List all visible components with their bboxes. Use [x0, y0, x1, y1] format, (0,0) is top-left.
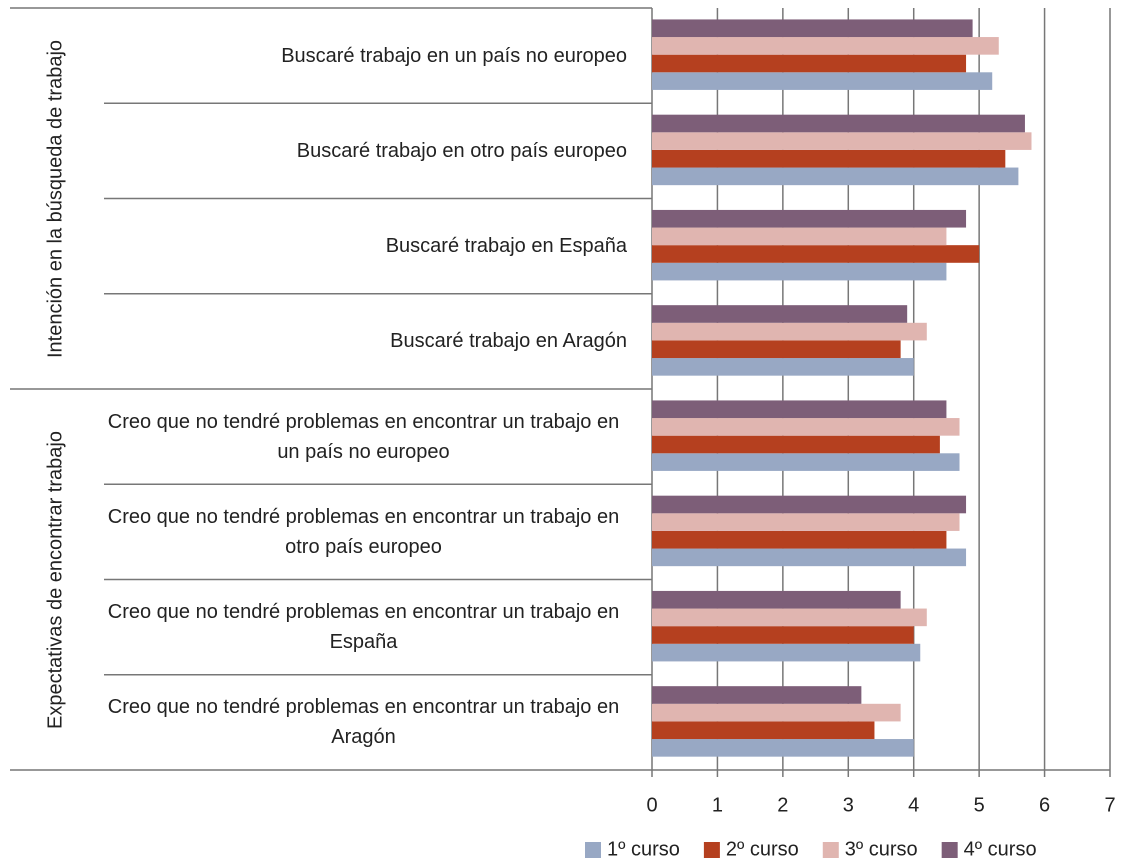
x-tick-label: 2: [777, 794, 788, 816]
bar: [652, 305, 908, 323]
y-tick-label-text: Creo que no tendré problemas en encontra…: [107, 601, 620, 654]
y-tick-label-text: Buscaré trabajo en un país no europeo: [281, 44, 627, 67]
bar: [652, 54, 967, 73]
bar: [652, 739, 914, 757]
bar: [652, 453, 960, 471]
legend-swatch: [703, 842, 720, 858]
y-tick-label: Buscaré trabajo en un país no europeo: [100, 8, 627, 103]
x-tick-label: 6: [1039, 794, 1050, 816]
bar: [652, 703, 901, 722]
bar: [652, 19, 973, 38]
bar: [652, 530, 947, 549]
bar: [652, 495, 967, 514]
bar: [652, 245, 980, 263]
group-label: Intención en la búsqueda de trabajo: [20, 8, 90, 389]
bar: [652, 209, 967, 228]
group-label: Expectativas de encontrar trabajo: [20, 389, 90, 770]
y-tick-label-text: Buscaré trabajo en otro país europeo: [296, 139, 627, 162]
bar: [652, 626, 914, 644]
bar: [652, 435, 940, 454]
y-tick-label-text: Buscaré trabajo en España: [385, 235, 627, 258]
bar: [652, 340, 901, 359]
bar: [652, 262, 947, 281]
y-tick-label: Creo que no tendré problemas en encontra…: [100, 675, 627, 770]
bar: [652, 608, 927, 627]
y-tick-label: Creo que no tendré problemas en encontra…: [100, 484, 627, 579]
y-tick-label-text: Creo que no tendré problemas en encontra…: [107, 505, 620, 558]
bar: [652, 686, 862, 704]
bar: [652, 37, 999, 55]
bar: [652, 72, 993, 90]
legend-swatch: [822, 842, 839, 858]
x-tick-label: 0: [646, 794, 657, 816]
x-tick-label: 5: [974, 794, 985, 816]
bar: [652, 643, 921, 662]
bar: [652, 400, 947, 419]
legend-swatch: [941, 842, 958, 858]
bar: [652, 548, 967, 567]
bar: [652, 227, 947, 246]
y-tick-label: Creo que no tendré problemas en encontra…: [100, 580, 627, 675]
bar: [652, 114, 1025, 133]
group-label-text: Expectativas de encontrar trabajo: [44, 430, 66, 729]
x-tick-label: 1: [712, 794, 723, 816]
legend-label: 4º curso: [964, 838, 1037, 860]
bar: [652, 513, 960, 531]
bar: [652, 418, 960, 436]
legend-swatch: [585, 842, 601, 858]
bar: [652, 132, 1032, 150]
group-label-text: Intención en la búsqueda de trabajo: [44, 39, 66, 358]
legend-label: 1º curso: [607, 838, 680, 860]
x-tick-label: 7: [1104, 794, 1115, 816]
y-tick-label: Buscaré trabajo en otro país europeo: [100, 103, 627, 198]
bar: [652, 721, 875, 740]
bar: [652, 590, 901, 609]
legend-label: 3º curso: [845, 838, 918, 860]
y-tick-label: Buscaré trabajo en Aragón: [100, 294, 627, 389]
y-tick-label-text: Buscaré trabajo en Aragón: [390, 330, 627, 353]
bar: [652, 358, 914, 376]
bar: [652, 167, 1019, 186]
y-tick-label: Creo que no tendré problemas en encontra…: [100, 389, 627, 484]
y-tick-label-text: Creo que no tendré problemas en encontra…: [107, 410, 620, 463]
bar: [652, 322, 927, 341]
x-tick-label: 3: [843, 794, 854, 816]
y-tick-label: Buscaré trabajo en España: [100, 199, 627, 294]
x-tick-label: 4: [908, 794, 919, 816]
y-tick-label-text: Creo que no tendré problemas en encontra…: [107, 696, 620, 749]
legend-label: 2º curso: [726, 838, 799, 860]
bar: [652, 149, 1006, 168]
